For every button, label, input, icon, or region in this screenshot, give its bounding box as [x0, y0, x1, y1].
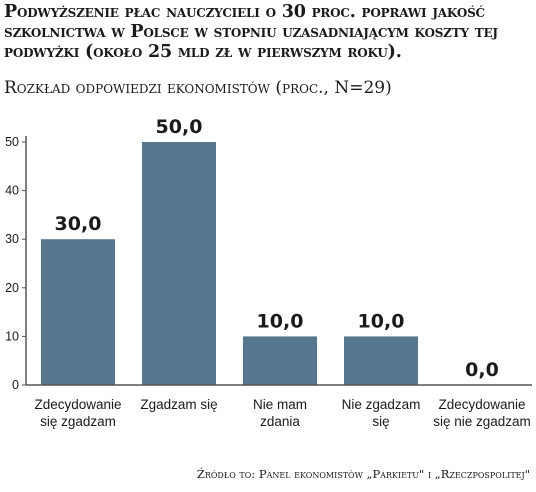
x-category-label: się zgadzam	[40, 414, 116, 429]
x-category-label: Nie mam	[253, 397, 307, 412]
x-category-label: Nie zgadzam	[342, 397, 421, 412]
bar-chart: 0 10 20 30 40 50 30,0 50,0 10,0 10,0 0,0 Zdecydow…	[5, 116, 532, 429]
bar-value-label: 0,0	[465, 359, 499, 381]
x-category-label: się nie zgadzam	[433, 414, 531, 429]
y-axis: 0 10 20 30 40 50	[5, 135, 27, 392]
x-category-label: się	[372, 414, 389, 429]
x-category-label: Zdecydowanie	[34, 397, 121, 412]
bar	[243, 336, 317, 385]
x-category-label: Zdecydowanie	[438, 397, 525, 412]
value-labels: 30,0 50,0 10,0 10,0 0,0	[55, 116, 499, 381]
bar-value-label: 50,0	[156, 116, 203, 138]
chart-subtitle: Rozkład odpowiedzi ekonomistów (proc., N…	[4, 78, 392, 98]
y-tick-label: 10	[5, 329, 19, 343]
y-tick-label: 50	[5, 135, 19, 149]
bar	[344, 336, 418, 385]
source-note: Źródło to: Panel ekonomistów „Parkietu" …	[196, 467, 530, 481]
bar	[41, 239, 115, 385]
bar	[142, 142, 216, 385]
bar-value-label: 30,0	[55, 213, 102, 235]
bar-value-label: 10,0	[358, 310, 405, 332]
y-tick-label: 0	[12, 378, 19, 392]
y-tick-label: 30	[5, 232, 19, 246]
bar-value-label: 10,0	[257, 310, 304, 332]
y-tick-label: 40	[5, 184, 19, 198]
x-category-label: zdania	[260, 414, 300, 429]
x-category-label: Zgadzam się	[140, 397, 217, 412]
x-axis-labels: Zdecydowanie się zgadzam Zgadzam się Nie ma…	[34, 397, 530, 429]
y-tick-label: 20	[5, 281, 19, 295]
chart-title: Podwyższenie płac nauczycieli o 30 proc.…	[4, 2, 498, 62]
bars	[41, 142, 418, 385]
